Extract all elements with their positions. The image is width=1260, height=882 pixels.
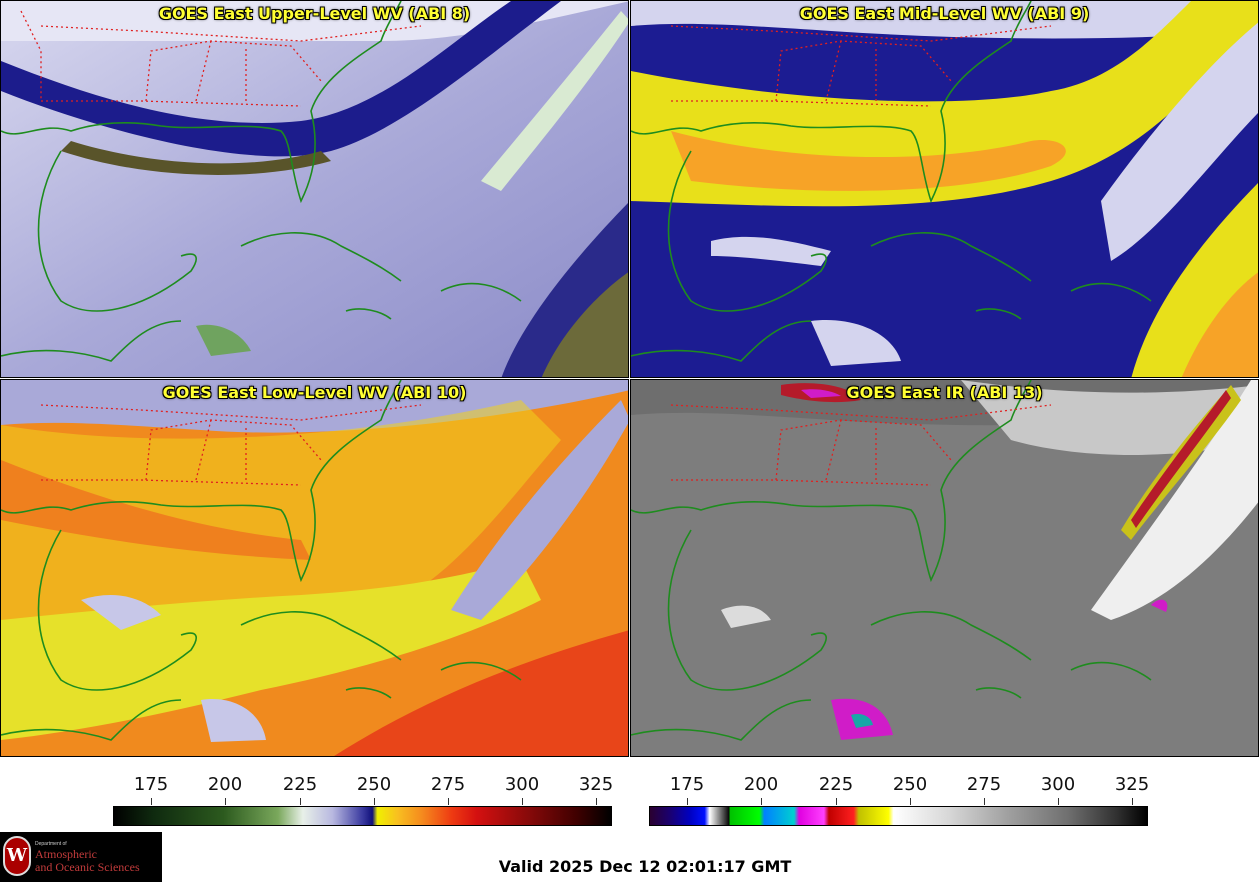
uw-crest-icon: W [3, 836, 31, 876]
ir-cloud-patch [721, 605, 771, 628]
wv-tick-mark [522, 798, 523, 805]
ir-tick-mark [1132, 798, 1133, 805]
ir-tick-mark [984, 798, 985, 805]
low-coastlines [1, 380, 522, 741]
upper-state-borders [20, 10, 422, 107]
mid-state-borders [670, 25, 1052, 107]
ir-coldest-spot-north [801, 389, 841, 398]
mid-cloud-patch [711, 236, 831, 266]
ir-cold-cloud-streak [1091, 380, 1258, 620]
wv-color-bar [113, 806, 612, 826]
low-level-wv-panel: GOES East Low-Level WV (ABI 10) [0, 379, 629, 757]
wv-tick-label: 275 [430, 774, 466, 795]
ir-coldest-band [1131, 390, 1231, 528]
logo-line-2: and Oceanic Sciences [35, 860, 140, 874]
valid-time: Valid 2025 Dec 12 02:01:17 GMT [498, 857, 792, 876]
mid-dry-southeast-core [1181, 272, 1258, 377]
ir-tick-mark [1058, 798, 1059, 805]
upper-coastlines [1, 1, 522, 362]
ir-color-bar [649, 806, 1148, 826]
ir-tick-mark [687, 798, 688, 805]
mid-coastlines [631, 1, 1152, 362]
wv-tick-mark [596, 798, 597, 805]
low-cloud-north [1, 380, 628, 433]
mid-level-wv-panel: GOES East Mid-Level WV (ABI 9) [630, 0, 1259, 378]
ir-color-scale: 175 200 225 250 275 300 325 [649, 770, 1150, 830]
low-cloud-patch [81, 595, 161, 630]
upper-dry-southeast-core [541, 272, 628, 377]
upper-level-wv-panel: GOES East Upper-Level WV (ABI 8) [0, 0, 629, 378]
logo-department-text: Department of [35, 841, 67, 847]
ir-tick-label: 225 [818, 774, 854, 795]
ir-tick-mark [761, 798, 762, 805]
ir-tick-label: 200 [743, 774, 779, 795]
mid-dry-core [671, 131, 1066, 191]
low-level-wv-title: GOES East Low-Level WV (ABI 10) [162, 383, 467, 402]
low-dry-core [1, 460, 311, 560]
wv-tick-label: 200 [207, 774, 243, 795]
low-cloud-streak [451, 400, 628, 620]
ir-state-borders [670, 404, 1052, 486]
mid-level-wv-image [631, 1, 1258, 377]
ir-cloud-east [961, 380, 1258, 455]
ir-title: GOES East IR (ABI 13) [846, 383, 1043, 402]
mid-level-wv-title: GOES East Mid-Level WV (ABI 9) [799, 4, 1090, 23]
aos-logo: W Department of Atmospheric and Oceanic … [0, 832, 162, 882]
mid-bright-cloud [631, 1, 1258, 39]
ir-tick-label: 300 [1040, 774, 1076, 795]
ir-tick-label: 275 [966, 774, 1002, 795]
wv-tick-mark [448, 798, 449, 805]
low-dry-southeast [334, 630, 628, 756]
ir-tick-mark [836, 798, 837, 805]
wv-tick-mark [300, 798, 301, 805]
wv-tick-mark [374, 798, 375, 805]
wv-color-scale: 175 200 225 250 275 300 325 [113, 770, 614, 830]
upper-level-wv-image [1, 1, 628, 377]
ir-convection-core [851, 714, 873, 728]
ir-tick-label: 250 [892, 774, 928, 795]
upper-cloud-blob [196, 324, 251, 356]
mid-cloud-streak [1101, 22, 1258, 261]
ir-image [631, 380, 1258, 756]
low-level-wv-image [1, 380, 628, 756]
low-cloud-blob [201, 699, 266, 742]
ir-coastlines [631, 380, 1152, 741]
upper-dry-core [61, 141, 331, 175]
wv-tick-mark [151, 798, 152, 805]
logo-line-1: Atmospheric [35, 847, 97, 861]
upper-dry-band [1, 1, 561, 157]
upper-cloud-streak [481, 11, 628, 191]
low-state-borders [40, 404, 422, 486]
mid-cloud-blob [811, 320, 901, 366]
low-moist-band [1, 560, 541, 740]
upper-level-wv-title: GOES East Upper-Level WV (ABI 8) [158, 4, 471, 23]
ir-tick-label: 175 [669, 774, 705, 795]
ir-tick-label: 325 [1114, 774, 1150, 795]
ir-cold-spot-east [1151, 599, 1168, 612]
wv-tick-label: 250 [356, 774, 392, 795]
wv-tick-label: 175 [133, 774, 169, 795]
wv-tick-label: 325 [578, 774, 614, 795]
wv-tick-label: 300 [504, 774, 540, 795]
wv-tick-label: 225 [282, 774, 318, 795]
ir-panel: GOES East IR (ABI 13) [630, 379, 1259, 757]
wv-tick-mark [225, 798, 226, 805]
ir-tick-mark [910, 798, 911, 805]
